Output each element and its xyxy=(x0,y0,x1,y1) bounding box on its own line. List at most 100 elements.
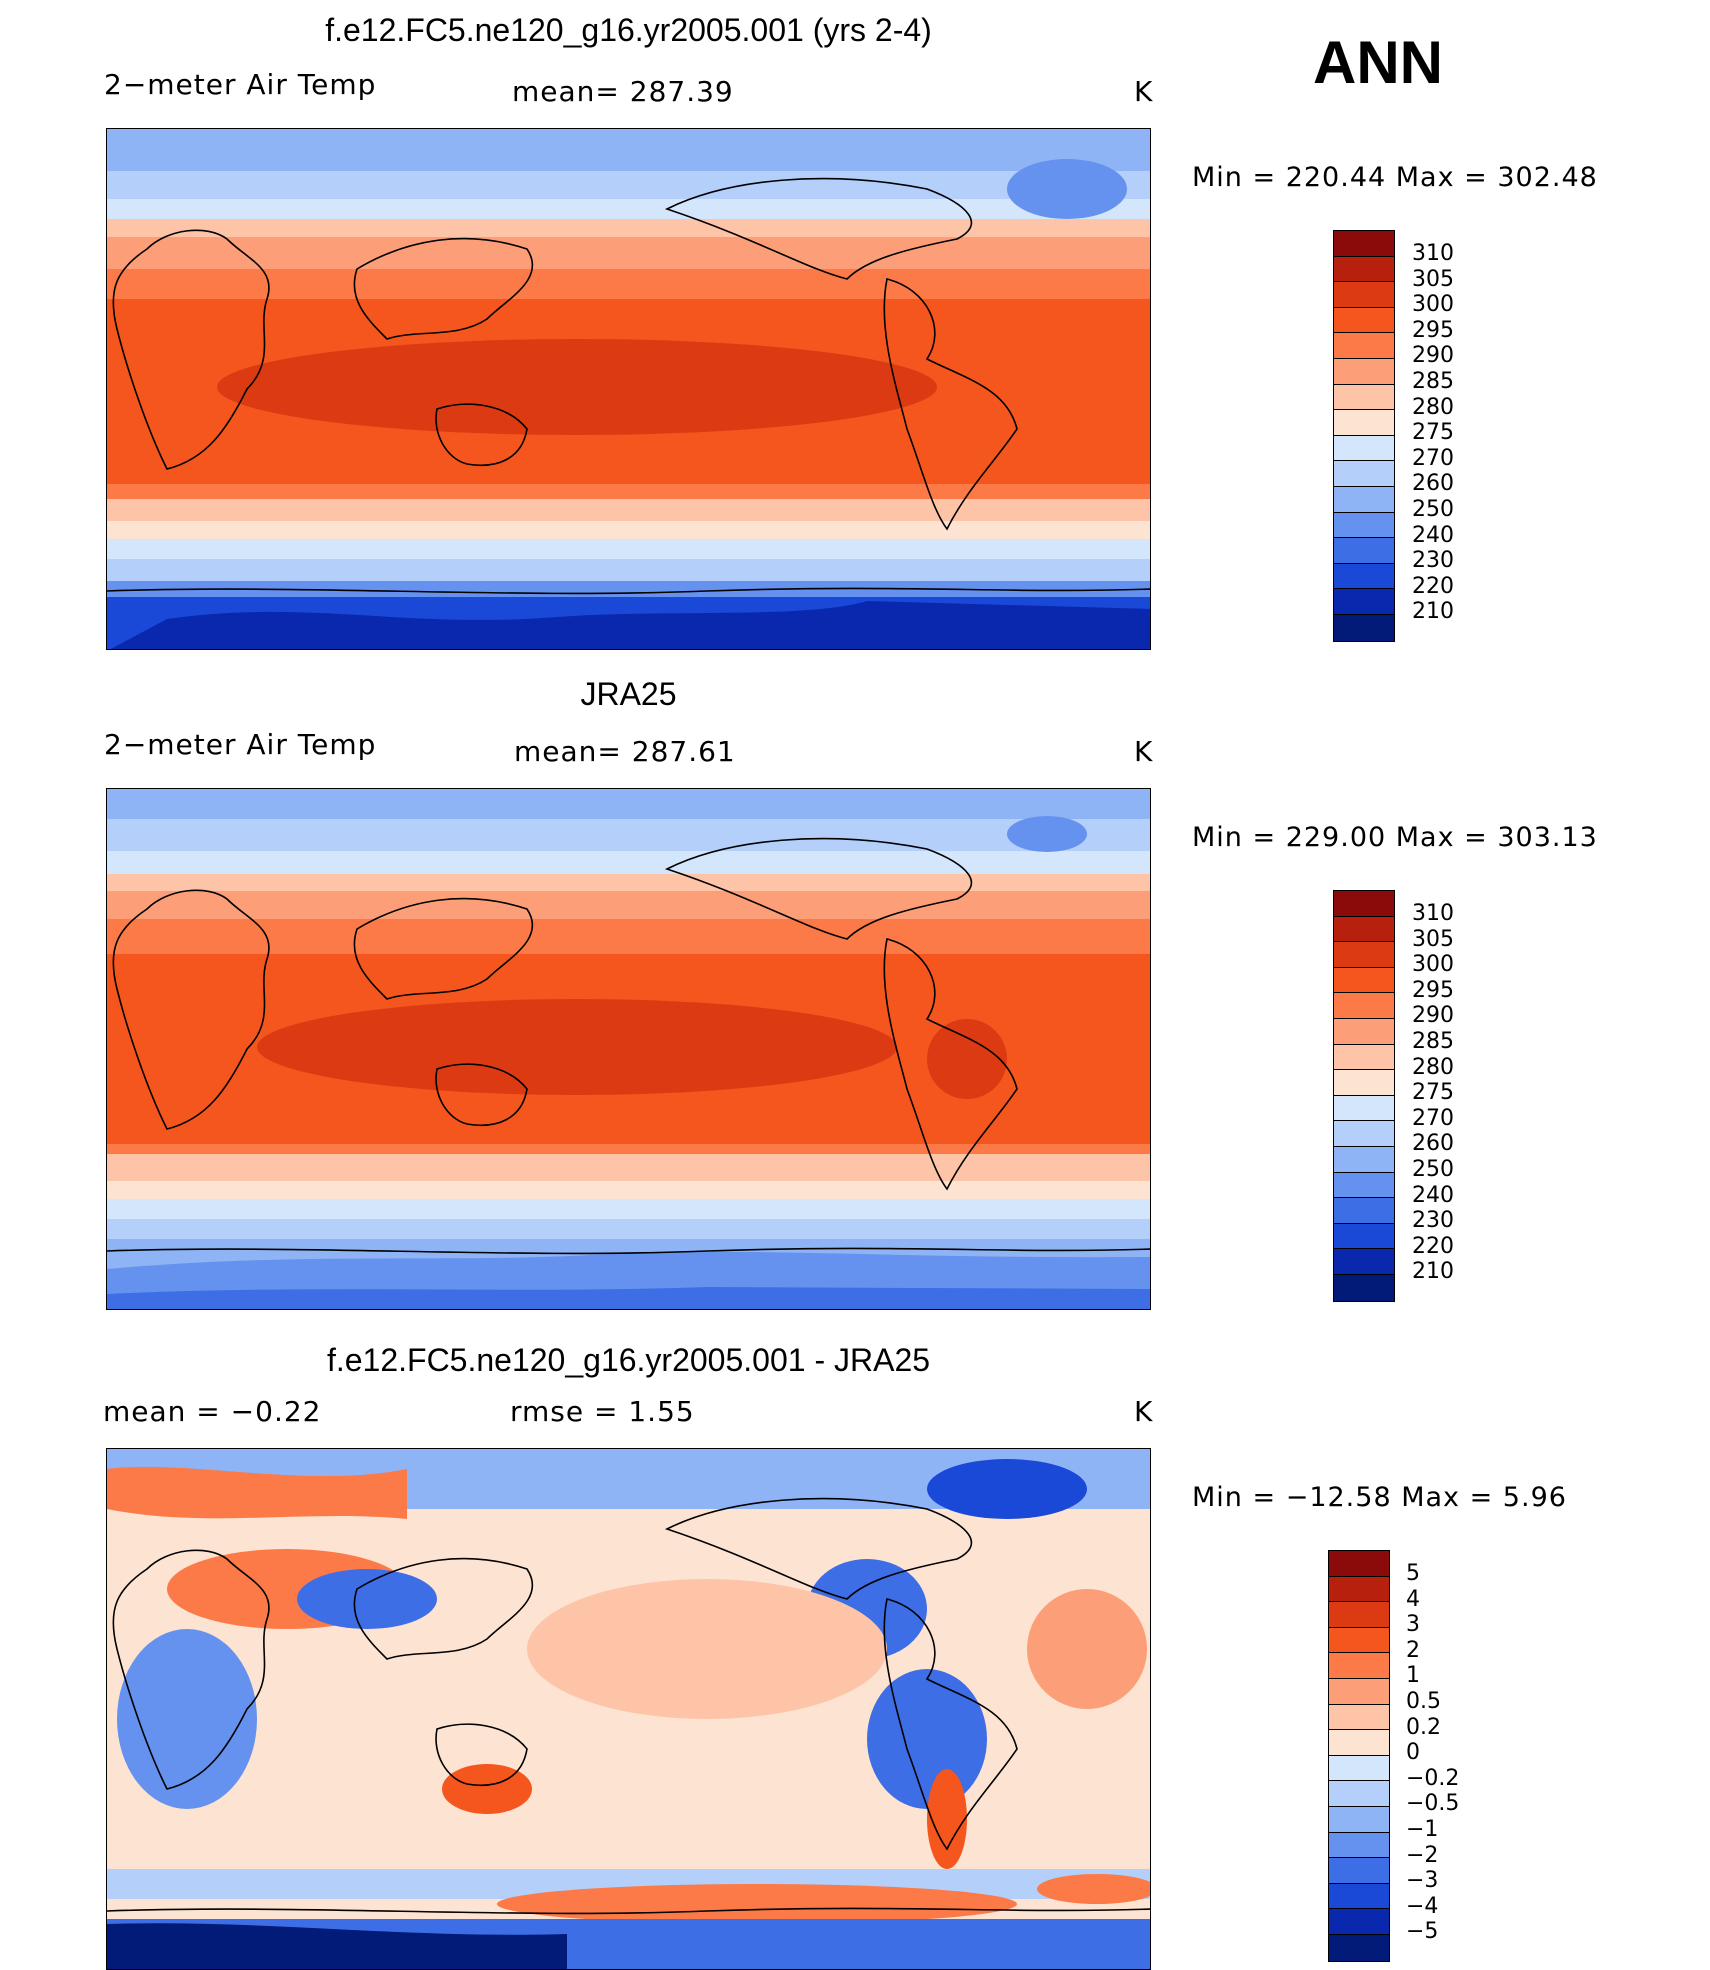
panel-3-map xyxy=(106,1448,1151,1970)
colorbar-label: 240 xyxy=(1412,1182,1454,1208)
colorbar-swatch xyxy=(1334,358,1394,385)
colorbar-label: −2 xyxy=(1406,1842,1439,1868)
colorbar-swatch xyxy=(1334,410,1394,436)
colorbar-swatch xyxy=(1334,1146,1394,1173)
colorbar-label: 4 xyxy=(1406,1586,1420,1612)
panel-3-minmax-label: Min = −12.58 Max = 5.96 xyxy=(1192,1482,1567,1513)
colorbar-swatch xyxy=(1334,563,1394,590)
colorbar-label: 295 xyxy=(1412,977,1454,1003)
panel-1-colorbar xyxy=(1333,230,1395,642)
colorbar-label: −1 xyxy=(1406,1817,1439,1842)
colorbar-label: 230 xyxy=(1412,548,1454,574)
colorbar-label: 220 xyxy=(1412,1233,1454,1259)
colorbar-label: 1 xyxy=(1406,1663,1420,1689)
colorbar-swatch xyxy=(1329,1653,1389,1679)
colorbar-swatch xyxy=(1329,1781,1389,1807)
colorbar-swatch xyxy=(1334,435,1394,462)
colorbar-label: 250 xyxy=(1412,497,1454,522)
colorbar-label: 220 xyxy=(1412,573,1454,599)
panel-1-title: f.e12.FC5.ne120_g16.yr2005.001 (yrs 2-4) xyxy=(325,12,932,48)
panel-2-variable-label: 2−meter Air Temp xyxy=(104,728,377,761)
colorbar-label: 300 xyxy=(1412,952,1454,978)
colorbar-swatch xyxy=(1334,1198,1394,1224)
colorbar-swatch xyxy=(1329,1730,1389,1756)
panel-3-colorbar xyxy=(1328,1550,1390,1962)
colorbar-swatch xyxy=(1334,282,1394,308)
colorbar-label: 290 xyxy=(1412,343,1454,369)
colorbar-label: 3 xyxy=(1406,1612,1420,1638)
colorbar-label: 285 xyxy=(1412,369,1454,394)
colorbar-swatch xyxy=(1329,1755,1389,1782)
panel-2-contour-plot xyxy=(107,789,1150,1309)
colorbar-label: 210 xyxy=(1412,1259,1454,1285)
colorbar-label: 260 xyxy=(1412,471,1454,497)
colorbar-label: 275 xyxy=(1412,1080,1454,1106)
colorbar-label: −0.2 xyxy=(1406,1765,1460,1791)
colorbar-swatch xyxy=(1334,942,1394,968)
colorbar-swatch xyxy=(1334,589,1394,615)
colorbar-label: −5 xyxy=(1406,1919,1439,1945)
colorbar-swatch xyxy=(1334,307,1394,334)
colorbar-swatch xyxy=(1334,891,1394,917)
panel-2-mean-label: mean= 287.61 xyxy=(514,735,736,768)
panel-1-minmax-label: Min = 220.44 Max = 302.48 xyxy=(1192,162,1598,193)
colorbar-swatch xyxy=(1329,1909,1389,1935)
colorbar-label: 300 xyxy=(1412,292,1454,318)
colorbar-swatch xyxy=(1334,993,1394,1019)
colorbar-label: 270 xyxy=(1412,445,1454,471)
colorbar-label: −0.5 xyxy=(1406,1791,1460,1817)
colorbar-label: 260 xyxy=(1412,1131,1454,1157)
panel-3-rmse-label: rmse = 1.55 xyxy=(510,1395,695,1428)
panel-1-map xyxy=(106,128,1151,650)
panel-2-map xyxy=(106,788,1151,1310)
colorbar-label: 310 xyxy=(1412,241,1454,266)
colorbar-label: 305 xyxy=(1412,266,1454,292)
colorbar-swatch xyxy=(1329,1704,1389,1731)
panel-1-variable-label: 2−meter Air Temp xyxy=(104,68,377,101)
panel-1-contour-plot xyxy=(107,129,1150,649)
colorbar-label: 230 xyxy=(1412,1208,1454,1234)
colorbar-label: 305 xyxy=(1412,926,1454,952)
colorbar-label: 310 xyxy=(1412,901,1454,926)
colorbar-swatch xyxy=(1334,916,1394,943)
panel-2-minmax-label: Min = 229.00 Max = 303.13 xyxy=(1192,822,1598,853)
colorbar-swatch xyxy=(1334,512,1394,539)
colorbar-swatch xyxy=(1334,384,1394,411)
panel-3-contour-plot xyxy=(107,1449,1150,1969)
colorbar-label: −4 xyxy=(1406,1893,1439,1919)
colorbar-swatch xyxy=(1329,1832,1389,1859)
colorbar-label: 2 xyxy=(1406,1637,1420,1663)
colorbar-swatch xyxy=(1329,1934,1389,1961)
colorbar-swatch xyxy=(1334,1223,1394,1250)
colorbar-swatch xyxy=(1334,1070,1394,1096)
colorbar-label: 210 xyxy=(1412,599,1454,625)
colorbar-swatch xyxy=(1334,486,1394,513)
colorbar-label: 280 xyxy=(1412,1054,1454,1080)
colorbar-label: 0.2 xyxy=(1406,1714,1441,1740)
colorbar-label: 290 xyxy=(1412,1003,1454,1029)
panel-3-units-label: K xyxy=(1134,1395,1154,1428)
colorbar-swatch xyxy=(1334,538,1394,564)
colorbar-swatch xyxy=(1329,1858,1389,1884)
colorbar-swatch xyxy=(1334,1018,1394,1045)
colorbar-label: 295 xyxy=(1412,317,1454,343)
colorbar-label: −3 xyxy=(1406,1868,1439,1894)
colorbar-swatch xyxy=(1334,461,1394,487)
colorbar-swatch xyxy=(1334,1274,1394,1301)
colorbar-label: 0.5 xyxy=(1406,1689,1441,1714)
colorbar-label: 240 xyxy=(1412,522,1454,548)
colorbar-swatch xyxy=(1334,231,1394,257)
colorbar-label: 250 xyxy=(1412,1157,1454,1182)
colorbar-label: 5 xyxy=(1406,1561,1420,1586)
colorbar-label: 280 xyxy=(1412,394,1454,420)
panel-3-mean-label: mean = −0.22 xyxy=(103,1395,322,1428)
colorbar-label: 0 xyxy=(1406,1740,1420,1766)
panel-1-units-label: K xyxy=(1134,75,1154,108)
colorbar-swatch xyxy=(1329,1806,1389,1833)
colorbar-swatch xyxy=(1334,256,1394,283)
colorbar-swatch xyxy=(1329,1627,1389,1654)
colorbar-swatch xyxy=(1334,1095,1394,1122)
panel-3-title: f.e12.FC5.ne120_g16.yr2005.001 - JRA25 xyxy=(326,1342,931,1378)
panel-2-colorbar xyxy=(1333,890,1395,1302)
colorbar-swatch xyxy=(1334,967,1394,994)
